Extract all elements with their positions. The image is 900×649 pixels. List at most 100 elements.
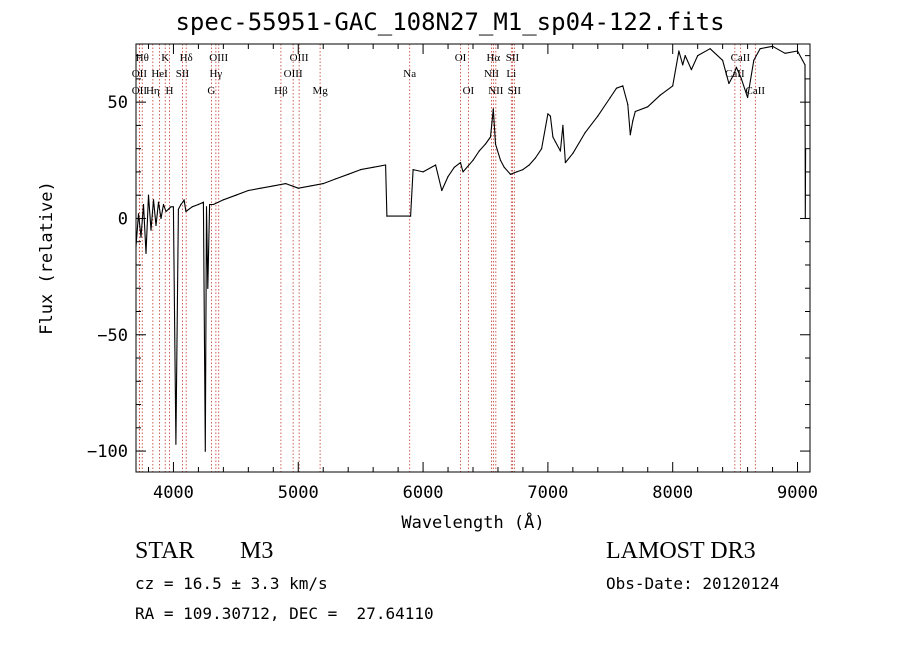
data-point (441, 189, 443, 192)
data-point (272, 185, 274, 187)
spectral-line-label: Mg (312, 85, 328, 97)
data-point (310, 185, 312, 187)
spectral-line-label: CaII (746, 85, 766, 97)
data-point (162, 203, 165, 206)
x-axis-label: Wavelength (Å) (401, 511, 544, 533)
data-point (534, 157, 537, 159)
y-tick-label: 50 (108, 93, 128, 113)
data-point (503, 166, 505, 168)
spectral-line-markers (138, 44, 756, 472)
data-point (549, 115, 552, 117)
data-point (172, 206, 174, 208)
survey-name: LAMOST DR3 (606, 538, 756, 564)
data-point (347, 173, 349, 175)
spectrum-series (135, 45, 807, 452)
data-point (459, 162, 462, 164)
data-point (197, 203, 199, 206)
data-point (322, 183, 324, 185)
data-point (260, 187, 262, 189)
data-point (297, 187, 299, 189)
data-point (552, 136, 554, 138)
x-tick-label: 4000 (153, 483, 194, 503)
data-point (183, 199, 185, 201)
data-point (629, 134, 631, 136)
data-point (235, 194, 237, 196)
data-point (140, 236, 142, 238)
data-point (632, 120, 634, 122)
data-point (528, 164, 530, 166)
spectral-line-label: OI (463, 85, 475, 97)
y-axis-ticks: −100 −50 0 50 (87, 55, 810, 462)
data-point (422, 171, 424, 173)
data-point (209, 203, 211, 206)
spectral-line-label: OIII (209, 52, 228, 64)
data-point (522, 169, 524, 171)
data-point (672, 85, 674, 87)
spectral-line-label: NII (488, 85, 504, 97)
plot-frame (135, 43, 811, 473)
data-point (494, 143, 497, 145)
data-point (212, 203, 214, 206)
spectral-line-label: G (207, 85, 215, 97)
data-point (145, 252, 147, 254)
spectral-line-label: NII (484, 68, 500, 80)
x-tick-label: 5000 (278, 483, 319, 503)
data-point (175, 443, 177, 445)
data-point (222, 199, 224, 201)
x-tick-label: 7000 (527, 483, 568, 503)
data-point (804, 64, 806, 66)
data-point (753, 59, 755, 61)
spectral-line-label: OII (132, 85, 148, 97)
x-tick-label: 9000 (777, 483, 818, 503)
x-axis-ticks: 4000 5000 6000 7000 8000 9000 (147, 44, 818, 503)
spectral-line-label: Hα (486, 52, 500, 64)
data-point (564, 162, 567, 164)
spectral-line-label: Li (506, 68, 516, 80)
data-point (609, 96, 611, 99)
data-point (462, 171, 464, 173)
data-point (541, 148, 543, 150)
data-point (191, 206, 193, 208)
data-point (167, 208, 170, 210)
data-point (682, 64, 684, 66)
spectrum-line-0 (135, 45, 807, 452)
data-point (634, 110, 636, 113)
data-point (202, 201, 204, 203)
data-point (180, 203, 182, 206)
spectral-line-label: Hβ (274, 85, 288, 97)
x-tick-label: 8000 (652, 483, 693, 503)
spectral-line-label: OII (132, 68, 148, 80)
data-point (412, 169, 414, 171)
data-point (170, 206, 172, 208)
data-point (137, 213, 140, 215)
data-point (472, 159, 474, 161)
data-point (447, 176, 449, 178)
y-tick-label: −50 (97, 326, 128, 346)
spectral-line-label: SII (508, 85, 522, 97)
data-point (547, 113, 549, 115)
data-point (728, 82, 730, 85)
data-point (733, 73, 735, 75)
data-point (709, 48, 711, 50)
spectral-line-label: Hγ (209, 68, 222, 80)
object-subclass: M3 (240, 538, 274, 564)
data-point (155, 224, 157, 226)
x-tick-label: 6000 (403, 483, 444, 503)
object-class: STAR (135, 538, 195, 564)
data-point (492, 108, 494, 110)
obs-date-text: Obs-Date: 20120124 (606, 574, 780, 593)
data-point (509, 173, 511, 175)
data-point (615, 87, 618, 89)
data-point (562, 124, 564, 126)
data-point (247, 189, 249, 192)
spectral-line-label: Hδ (180, 52, 193, 64)
data-point (489, 136, 492, 138)
data-point (597, 115, 599, 117)
data-point (572, 152, 574, 154)
data-point (722, 59, 724, 61)
data-point (142, 203, 145, 206)
redshift-text: cz = 16.5 ± 3.3 km/s (135, 574, 328, 593)
coordinates-text: RA = 109.30712, DEC = 27.64110 (135, 604, 434, 623)
data-point (160, 217, 162, 220)
spectral-line-label: OIII (290, 52, 309, 64)
